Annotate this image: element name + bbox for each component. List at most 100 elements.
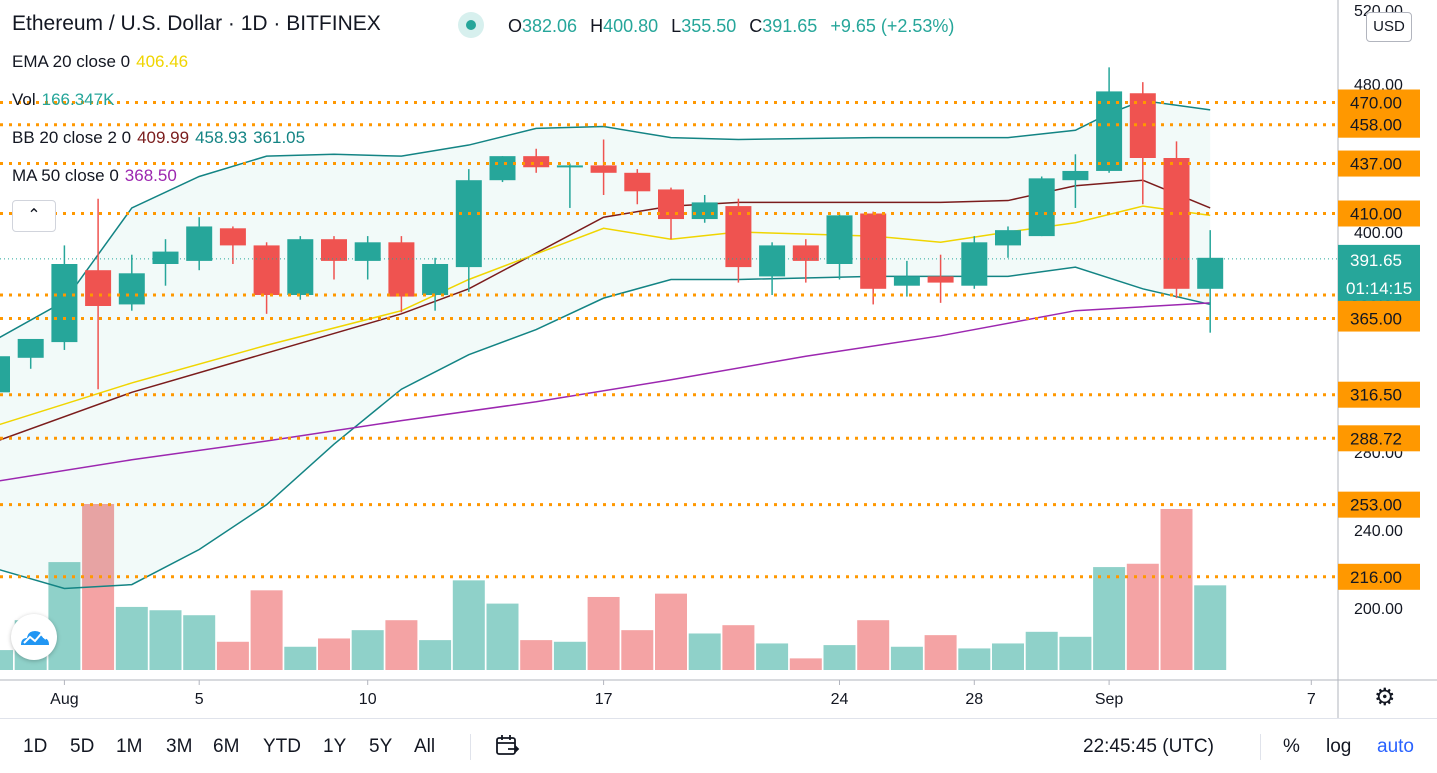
bollinger-upper-line <box>0 99 1211 339</box>
timeframe-all[interactable]: All <box>414 736 436 757</box>
candle-body[interactable] <box>321 239 347 261</box>
volume-bar <box>587 596 620 670</box>
level-price-label-bg <box>1338 89 1420 116</box>
candle-body[interactable] <box>826 215 853 264</box>
candle-body[interactable] <box>51 264 78 343</box>
level-price-label: 437.00 <box>1350 155 1402 174</box>
candle-body[interactable] <box>691 202 718 220</box>
time-tick-label: 28 <box>965 691 983 708</box>
candle-body[interactable] <box>590 165 617 173</box>
timeframe-3m[interactable]: 3M <box>166 736 193 757</box>
volume-bar <box>149 610 182 670</box>
candle-body[interactable] <box>152 251 179 264</box>
candle-body[interactable] <box>219 228 246 246</box>
ema20-line <box>0 205 1211 426</box>
candle-body[interactable] <box>556 165 583 168</box>
date-range-button[interactable] <box>494 733 520 764</box>
candle-body[interactable] <box>961 242 988 286</box>
percent-scale-toggle[interactable]: % <box>1283 736 1300 757</box>
candle-body[interactable] <box>17 338 44 358</box>
price-chart[interactable]: 200.00240.00280.00400.00480.00520.00470.… <box>0 0 1437 718</box>
time-tick-label: 10 <box>359 691 377 708</box>
volume-bar <box>655 593 687 670</box>
level-price-label: 470.00 <box>1350 94 1402 113</box>
candle-body[interactable] <box>186 226 213 261</box>
candle-body[interactable] <box>0 356 10 393</box>
low-value: 355.50 <box>681 16 737 36</box>
bar-countdown: 01:14:15 <box>1346 279 1412 298</box>
candle-body[interactable] <box>1163 158 1190 289</box>
volume-bar <box>1025 631 1058 670</box>
timeframe-ytd[interactable]: YTD <box>263 736 301 757</box>
level-price-label-bg <box>1338 381 1420 408</box>
volume-bar <box>621 630 654 670</box>
candle-body[interactable] <box>927 276 954 283</box>
candle-body[interactable] <box>455 180 482 268</box>
level-price-label: 216.00 <box>1350 568 1402 587</box>
volume-bar <box>183 615 216 670</box>
bollinger-lower-line <box>0 266 1211 590</box>
candle-body[interactable] <box>253 245 280 295</box>
candle-body[interactable] <box>1096 91 1123 171</box>
candle-body[interactable] <box>860 213 887 289</box>
level-price-label: 458.00 <box>1350 116 1402 135</box>
timeframe-1m[interactable]: 1M <box>116 736 143 757</box>
volume-bar <box>318 638 350 670</box>
ema-legend-value: 406.46 <box>136 52 189 71</box>
bb-legend-basis: 409.99 <box>137 128 190 147</box>
level-price-label: 316.50 <box>1350 386 1402 405</box>
level-price-label: 253.00 <box>1350 496 1402 515</box>
candle-body[interactable] <box>995 230 1021 246</box>
volume-bar <box>756 643 789 670</box>
volume-legend[interactable]: Vol 166.347K <box>12 90 120 110</box>
timeframe-1y[interactable]: 1Y <box>323 736 347 757</box>
candle-body[interactable] <box>624 172 651 192</box>
currency-button[interactable]: USD <box>1366 12 1412 42</box>
log-scale-toggle[interactable]: log <box>1326 736 1352 757</box>
candle-body[interactable] <box>85 270 112 306</box>
level-price-label-bg <box>1338 200 1420 227</box>
candle-body[interactable] <box>489 156 516 181</box>
volume-bar <box>419 640 452 670</box>
level-price-label: 410.00 <box>1350 205 1402 224</box>
timeframe-6m[interactable]: 6M <box>213 736 240 757</box>
change-value: +9.65 (+2.53%) <box>830 16 955 36</box>
ema-legend[interactable]: EMA 20 close 0 406.46 <box>12 52 194 72</box>
chart-settings-button[interactable]: ⚙ <box>1374 683 1396 712</box>
candle-body[interactable] <box>118 273 145 305</box>
candle-body[interactable] <box>893 276 920 286</box>
utc-clock[interactable]: 22:45:45 (UTC) <box>1083 736 1214 757</box>
candle-body[interactable] <box>1062 170 1089 181</box>
candle-body[interactable] <box>1197 257 1224 289</box>
candle-body[interactable] <box>287 239 314 295</box>
auto-scale-toggle[interactable]: auto <box>1377 736 1414 757</box>
volume-legend-label: Vol <box>12 90 36 109</box>
candle-body[interactable] <box>1129 93 1156 158</box>
timeframe-5d[interactable]: 5D <box>70 736 95 757</box>
ma-legend[interactable]: MA 50 close 0 368.50 <box>12 166 183 186</box>
collapse-legend-button[interactable]: ⌃ <box>12 200 56 232</box>
volume-bar <box>789 658 822 670</box>
level-price-label-bg <box>1338 150 1420 177</box>
bb-legend-lower: 361.05 <box>253 128 306 147</box>
timeframe-1d[interactable]: 1D <box>23 736 48 757</box>
gear-icon: ⚙ <box>1374 684 1396 711</box>
candle-body[interactable] <box>523 156 550 168</box>
symbol-title[interactable]: Ethereum / U.S. Dollar · 1D · BITFINEX <box>12 12 381 35</box>
volume-bar <box>216 641 249 670</box>
toolbar-divider <box>1260 734 1261 760</box>
volume-bar <box>992 643 1024 670</box>
candle-body[interactable] <box>759 245 786 277</box>
timeframe-5y[interactable]: 5Y <box>369 736 393 757</box>
bb-legend[interactable]: BB 20 close 2 0 409.99 458.93 361.05 <box>12 128 311 148</box>
candle-body[interactable] <box>422 264 449 295</box>
tradingview-logo[interactable] <box>11 614 57 660</box>
candle-body[interactable] <box>658 189 684 220</box>
time-tick-label: Sep <box>1095 691 1124 708</box>
candle-body[interactable] <box>354 242 381 261</box>
candle-body[interactable] <box>792 245 819 261</box>
candle-body[interactable] <box>1028 178 1055 237</box>
candle-body[interactable] <box>388 242 415 297</box>
time-tick-label: 24 <box>831 691 849 708</box>
candle-body[interactable] <box>725 206 752 268</box>
